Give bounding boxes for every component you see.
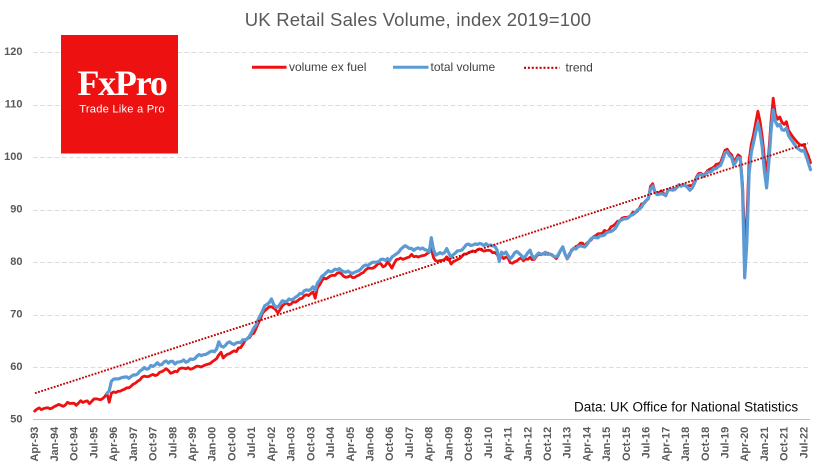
svg-text:volume ex fuel: volume ex fuel	[289, 60, 366, 74]
svg-text:total volume: total volume	[431, 60, 496, 74]
svg-text:Oct-00: Oct-00	[226, 427, 238, 461]
svg-text:Jul-19: Jul-19	[720, 427, 732, 459]
svg-text:Oct-94: Oct-94	[69, 426, 81, 461]
svg-text:Trade Like a Pro: Trade Like a Pro	[79, 104, 165, 116]
svg-text:Jul-22: Jul-22	[798, 427, 810, 459]
svg-text:80: 80	[10, 256, 22, 268]
svg-text:Jul-95: Jul-95	[88, 427, 100, 459]
svg-text:trend: trend	[566, 61, 593, 75]
svg-text:FxPro: FxPro	[77, 63, 167, 103]
svg-text:Jan-94: Jan-94	[49, 426, 61, 462]
svg-text:Jan-12: Jan-12	[522, 427, 534, 462]
svg-text:Oct-21: Oct-21	[779, 427, 791, 461]
svg-text:Oct-06: Oct-06	[384, 427, 396, 461]
svg-text:Jan-00: Jan-00	[207, 427, 219, 462]
svg-text:Oct-03: Oct-03	[305, 427, 317, 461]
svg-text:Apr-99: Apr-99	[187, 427, 199, 462]
svg-text:Jul-07: Jul-07	[404, 427, 416, 459]
svg-text:Apr-05: Apr-05	[345, 427, 357, 462]
svg-text:Jul-13: Jul-13	[562, 427, 574, 459]
svg-text:Jan-18: Jan-18	[680, 427, 692, 462]
svg-text:Oct-15: Oct-15	[621, 427, 633, 461]
svg-text:Jul-98: Jul-98	[167, 427, 179, 459]
svg-text:Apr-02: Apr-02	[266, 427, 278, 462]
svg-text:Oct-18: Oct-18	[700, 427, 712, 461]
svg-text:Apr-96: Apr-96	[108, 427, 120, 462]
svg-text:Jan-97: Jan-97	[128, 427, 140, 462]
svg-text:Apr-08: Apr-08	[424, 427, 436, 462]
svg-text:Oct-09: Oct-09	[463, 427, 475, 461]
svg-text:60: 60	[10, 361, 22, 373]
svg-text:Jan-03: Jan-03	[286, 427, 298, 462]
svg-text:110: 110	[5, 99, 23, 111]
svg-text:Jan-21: Jan-21	[759, 427, 771, 462]
svg-text:Apr-93: Apr-93	[29, 427, 41, 462]
svg-text:Apr-11: Apr-11	[503, 427, 515, 461]
svg-text:90: 90	[10, 204, 22, 216]
svg-text:Apr-14: Apr-14	[581, 426, 593, 462]
svg-text:120: 120	[4, 46, 22, 58]
svg-text:Oct-12: Oct-12	[542, 427, 554, 461]
svg-text:70: 70	[10, 309, 22, 321]
svg-text:Apr-17: Apr-17	[660, 427, 672, 462]
svg-text:Apr-20: Apr-20	[739, 427, 751, 462]
svg-text:Jul-01: Jul-01	[246, 427, 258, 459]
svg-text:Data: UK Office for National S: Data: UK Office for National Statistics	[574, 400, 798, 415]
svg-text:Jul-04: Jul-04	[325, 426, 337, 459]
svg-text:Jan-15: Jan-15	[601, 427, 613, 462]
svg-text:50: 50	[10, 414, 22, 426]
svg-text:UK Retail Sales Volume, index: UK Retail Sales Volume, index 2019=100	[245, 9, 591, 30]
svg-text:Jul-16: Jul-16	[641, 427, 653, 459]
svg-text:100: 100	[4, 151, 22, 163]
svg-text:Jan-09: Jan-09	[443, 427, 455, 462]
svg-text:Oct-97: Oct-97	[148, 427, 160, 461]
svg-text:Jan-06: Jan-06	[365, 427, 377, 462]
svg-text:Jul-10: Jul-10	[483, 427, 495, 459]
